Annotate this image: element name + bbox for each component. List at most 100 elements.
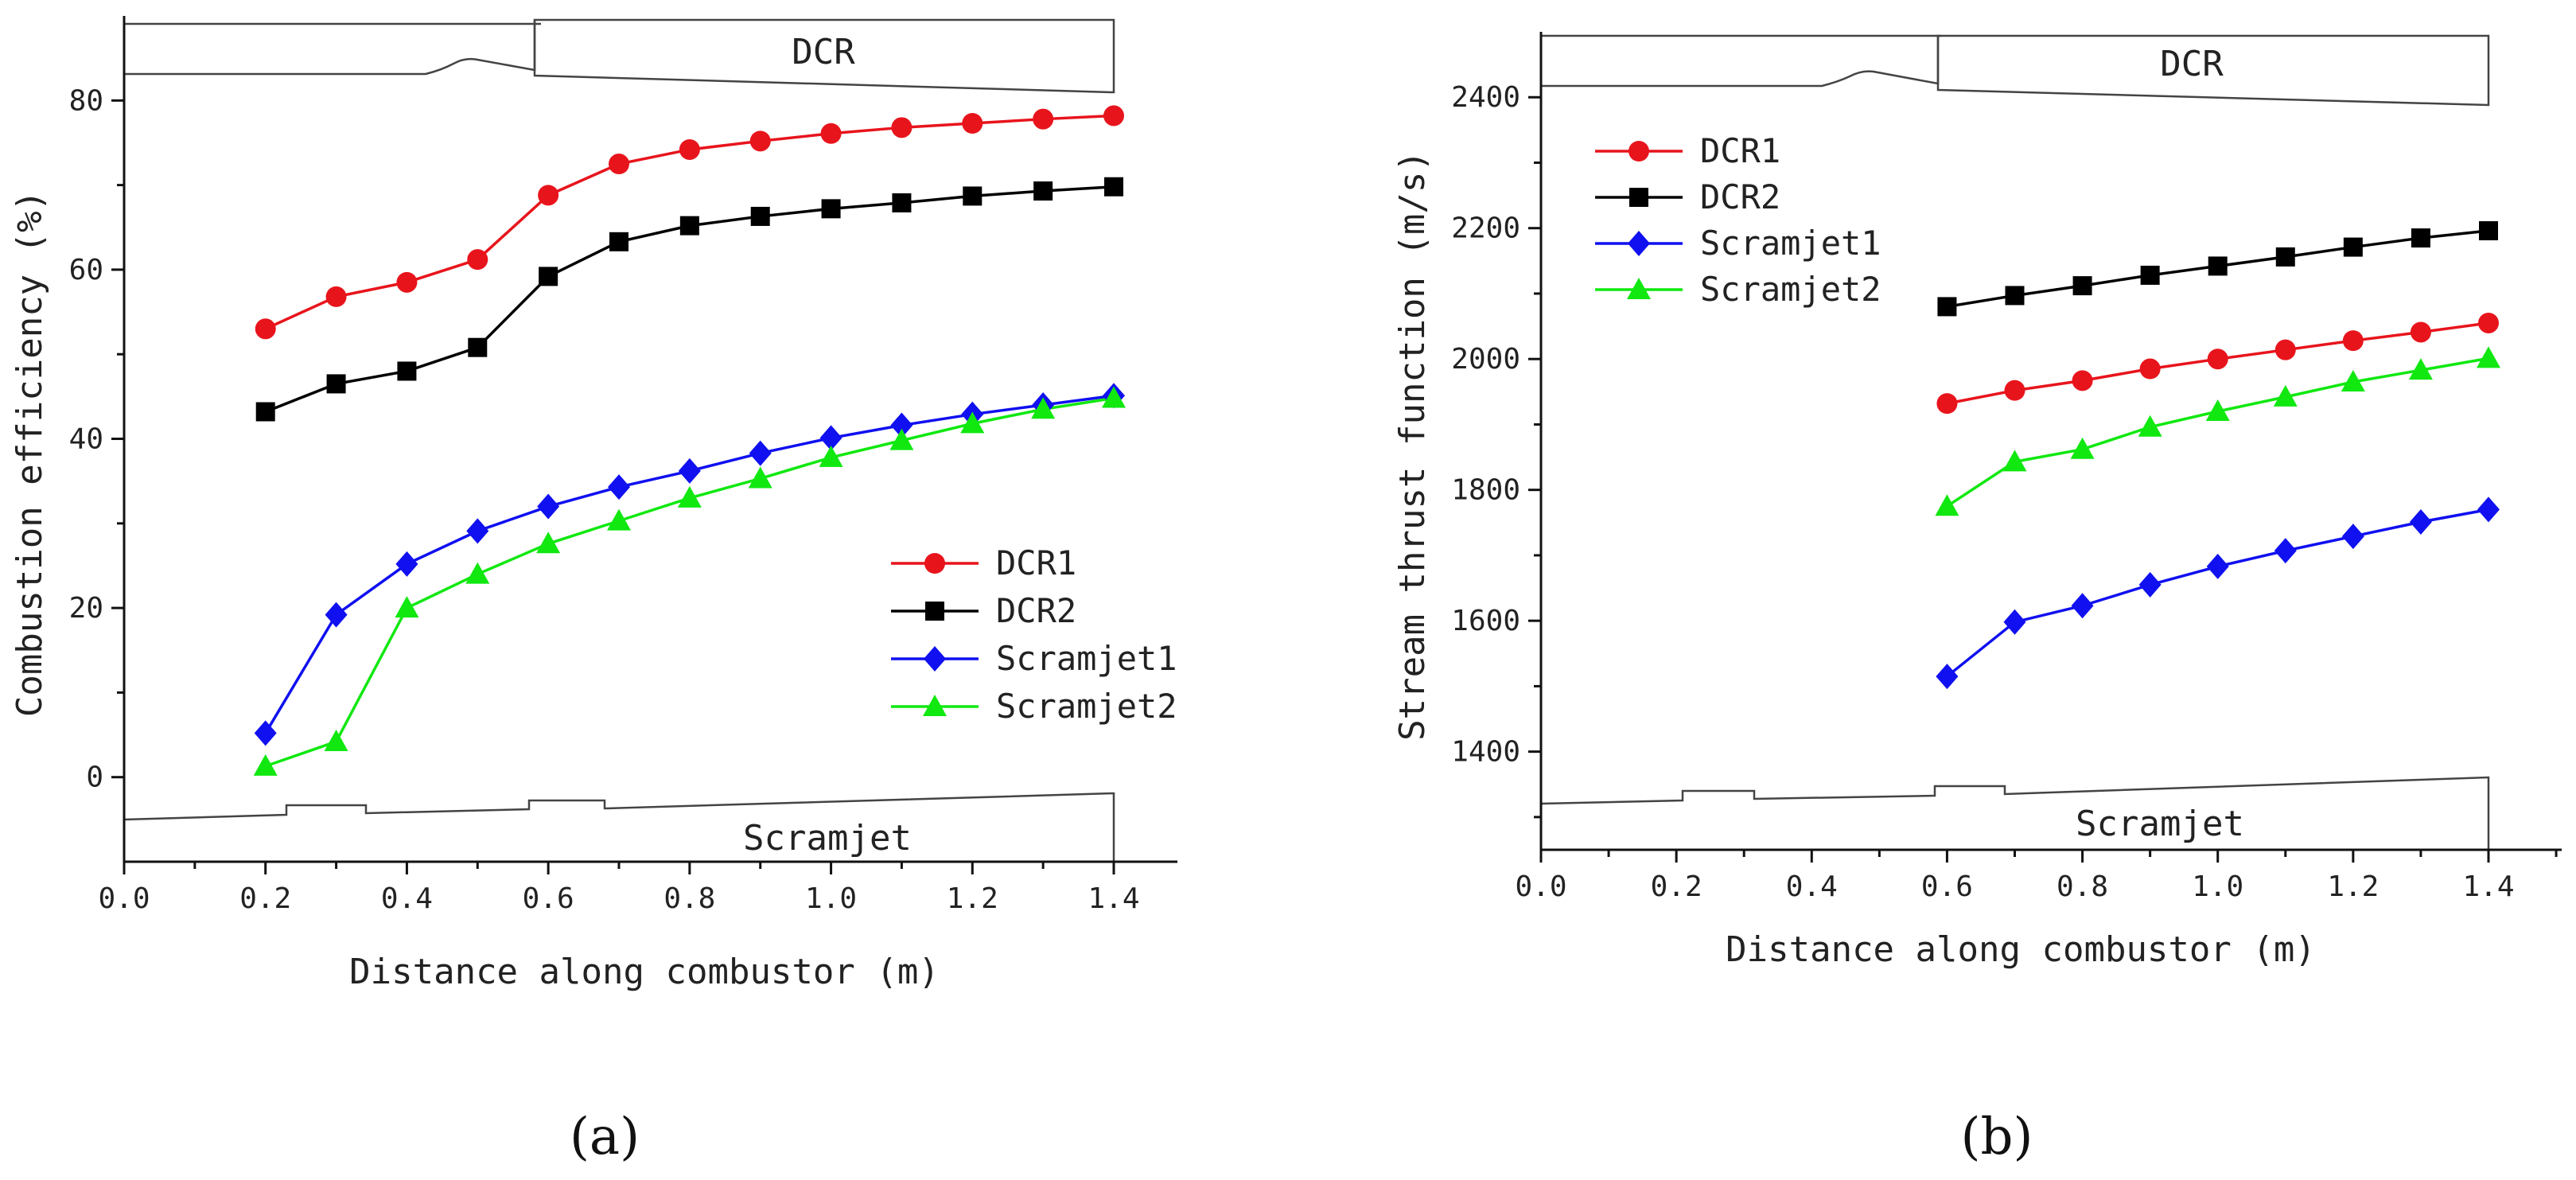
panel-a-point-scramjet1: [749, 440, 772, 466]
panel-b-x-tick-label: 1.2: [2327, 870, 2379, 903]
panel-a-series-line-scramjet1: [264, 394, 1115, 734]
panel-a-point-scramjet1: [678, 458, 701, 484]
panel-b-point-dcr1: [2207, 349, 2228, 370]
panel-b-x-tick-label: 0.2: [1651, 870, 1702, 903]
panel-a-point-scramjet2: [819, 445, 843, 467]
panel-a-point-dcr1: [1033, 108, 1054, 130]
panel-b-point-dcr1: [2342, 330, 2364, 352]
panel-a-point-scramjet1: [395, 551, 418, 577]
panel-b-x-axis-title: Distance along combustor (m): [1726, 929, 2316, 970]
panel-b-legend-marker-scramjet1: [1628, 231, 1650, 256]
panel-b-y-tick-label: 2000: [1451, 343, 1520, 376]
panel-b-series-line-scramjet1: [1946, 508, 2489, 678]
panel-a-point-dcr2: [821, 199, 841, 219]
panel-a-y-axis-title: Combustion efficiency (%): [10, 190, 50, 717]
panel-b-series-line-scramjet2: [1946, 356, 2489, 508]
panel-a-scramjet-label: Scramjet: [743, 818, 912, 859]
panel-a-legend-marker-dcr1: [924, 553, 945, 574]
panel-b-point-dcr2: [2140, 265, 2160, 285]
panel-a-scramjet-geometry: Scramjet: [123, 792, 1115, 863]
panel-a-point-dcr2: [1033, 181, 1053, 201]
panel-b-x-tick-label: 1.0: [2192, 870, 2243, 903]
panel-b-x-tick-label: 0.0: [1515, 870, 1566, 903]
panel-a-x-tick-label: 1.4: [1088, 882, 1139, 915]
panel-b-point-dcr2: [1937, 297, 1957, 317]
panel-a-y-tick-label: 60: [69, 254, 103, 286]
panel-b-x-tick-label: 0.6: [1921, 870, 1973, 903]
panel-b-point-dcr2: [2072, 276, 2092, 296]
panel-b-markers: [1935, 221, 2500, 690]
panel-b-scramjet-geometry: Scramjet: [1540, 776, 2490, 851]
panel-a-dcr-geometry: DCR: [124, 18, 1115, 94]
panel-a-legend-marker-scramjet2: [923, 695, 947, 716]
panel-b-legend-label-dcr1: DCR1: [1700, 131, 1780, 170]
panel-b-point-scramjet1: [2206, 553, 2229, 579]
panel-a-point-dcr1: [962, 113, 983, 134]
panel-b-dcr-geometry: DCR: [1541, 34, 2490, 107]
panel-a-point-dcr2: [963, 186, 983, 206]
panel-b-y-axis-title: Stream thrust function (m/s): [1392, 150, 1433, 741]
panel-b-y-tick-label: 1800: [1451, 474, 1520, 507]
panel-a-point-dcr1: [749, 130, 771, 152]
panel-b-series-lines: [1946, 229, 2489, 678]
panel-b-point-dcr1: [2072, 370, 2093, 391]
panel-a-y-tick-label: 40: [69, 423, 103, 456]
panel-a-point-dcr2: [255, 402, 275, 422]
panel-b-point-scramjet2: [2205, 399, 2230, 421]
panel-b-point-scramjet2: [2002, 450, 2027, 472]
panel-b-point-scramjet2: [2273, 384, 2298, 407]
panel-b-point-dcr1: [2410, 321, 2431, 343]
panel-a-x-tick-label: 0.2: [239, 882, 291, 915]
panel-a-legend-label-scramjet2: Scramjet2: [996, 687, 1177, 726]
panel-b-dcr-label: DCR: [2160, 44, 2224, 84]
panel-b-point-scramjet1: [2003, 609, 2026, 635]
panel-b-legend-label-scramjet1: Scramjet1: [1700, 224, 1881, 263]
panel-a-point-dcr1: [538, 185, 559, 206]
panel-b-label: (b): [1961, 1108, 2033, 1166]
panel-a-series-lines: [264, 114, 1115, 768]
panel-b-point-scramjet2: [2341, 369, 2365, 391]
panel-a-point-dcr2: [609, 232, 628, 251]
panel-a-x-tick-label: 0.8: [663, 882, 715, 915]
panel-a-point-scramjet2: [748, 466, 772, 489]
panel-a-series-line-scramjet2: [265, 396, 1115, 768]
panel-a-point-scramjet2: [1102, 386, 1126, 408]
panel-b-point-scramjet1: [2409, 508, 2432, 535]
panel-b-point-dcr2: [2275, 247, 2295, 267]
panel-b-point-dcr2: [2411, 228, 2430, 248]
panel-b-point-scramjet2: [2477, 346, 2500, 368]
panel-a-point-dcr2: [468, 337, 488, 357]
panel-b-y-tick-label: 1400: [1451, 736, 1520, 769]
panel-a-x-axis-title: Distance along combustor (m): [349, 952, 940, 992]
panel-b-point-scramjet1: [2274, 538, 2297, 564]
panel-a-point-scramjet2: [960, 411, 985, 434]
panel-b-point-dcr1: [2139, 358, 2161, 380]
panel-a-legend-label-dcr2: DCR2: [996, 591, 1076, 630]
panel-a-point-scramjet1: [325, 602, 348, 628]
panel-a-point-scramjet1: [819, 425, 842, 451]
panel-b-legend-marker-dcr2: [1629, 188, 1648, 207]
panel-a-point-scramjet2: [253, 754, 278, 776]
panel-b-point-scramjet1: [2138, 571, 2162, 598]
panel-b-point-scramjet1: [2071, 593, 2094, 619]
panel-b-point-dcr1: [2274, 339, 2296, 360]
panel-b-point-dcr1: [2004, 380, 2025, 401]
panel-a-point-dcr1: [609, 154, 629, 175]
panel-a-point-dcr2: [750, 206, 770, 226]
panel-b-point-scramjet2: [1935, 494, 1959, 516]
panel-b-point-scramjet2: [2408, 358, 2433, 380]
panel-b-point-dcr1: [2478, 312, 2499, 333]
panel-a-label: (a): [570, 1108, 640, 1166]
panel-a-y-tick-label: 20: [69, 592, 103, 625]
panel-a-point-scramjet2: [395, 596, 419, 618]
panel-a-point-scramjet1: [608, 474, 630, 500]
panel-a-markers: [253, 105, 1126, 776]
panel-a-y-tick-label: 0: [86, 761, 103, 794]
panel-a-dcr-label: DCR: [792, 32, 855, 72]
panel-b-chart: DCR Scramjet 0.0 0.2 0.4 0.6 0.8 1.0 1.2 1.4 140…: [1392, 32, 2562, 1166]
panel-b-point-scramjet1: [1936, 664, 1959, 690]
panel-a-legend-marker-scramjet1: [924, 646, 946, 672]
panel-a-point-dcr2: [326, 374, 346, 394]
panel-a-point-dcr2: [397, 361, 417, 381]
